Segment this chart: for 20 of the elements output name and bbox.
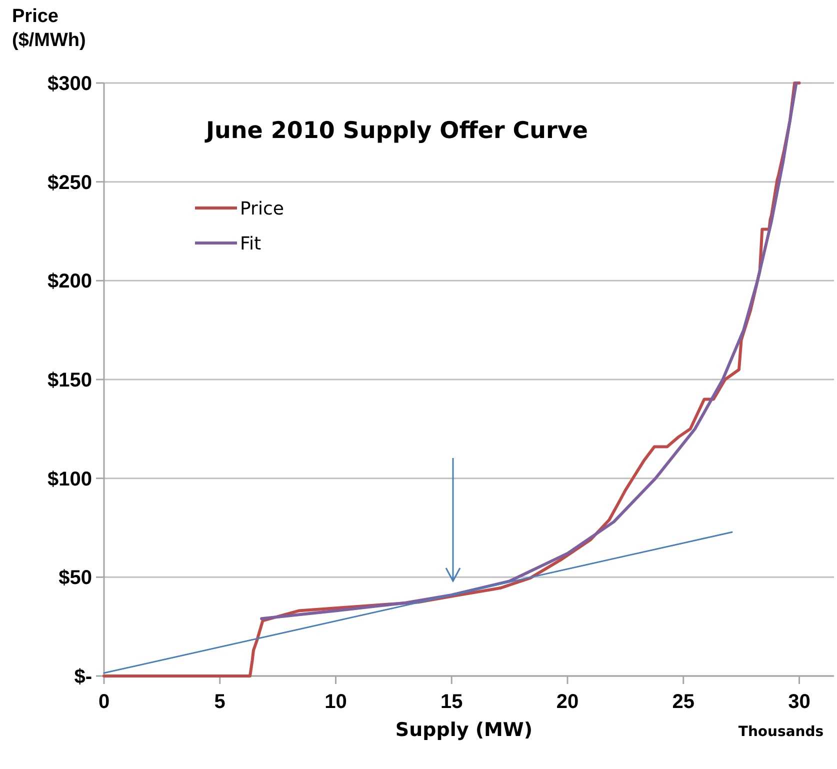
y-tick-label: $100	[48, 468, 92, 490]
x-tick-label: 5	[214, 691, 226, 713]
x-tick-label: 25	[672, 691, 694, 713]
y-tick-label: $150	[48, 370, 92, 392]
legend-label: Price	[240, 198, 284, 220]
y-tick-label: $300	[48, 73, 92, 95]
legend-label: Fit	[240, 233, 262, 254]
x-axis-title: Supply (MW)	[395, 719, 533, 741]
y-tick-label: $200	[48, 270, 92, 293]
text: June 2010 Supply Offer Curve	[204, 118, 588, 144]
y-tick-label: $250	[48, 172, 92, 194]
x-tick-label: 30	[788, 691, 810, 713]
text: Thousands	[738, 724, 824, 740]
x-tick-label: 15	[440, 691, 463, 713]
x-tick-label: 10	[324, 691, 347, 713]
x-tick-label: 20	[556, 691, 579, 713]
y-tick-label: $-	[74, 666, 92, 688]
y-axis-title: Price ($/MWh)	[12, 6, 86, 51]
y-tick-label: $50	[58, 567, 92, 590]
x-tick-label: 0	[98, 691, 110, 713]
